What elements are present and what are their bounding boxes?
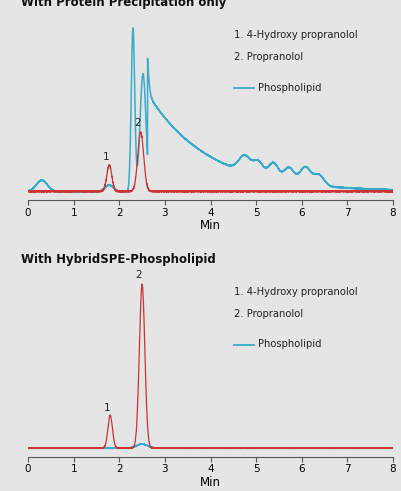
X-axis label: Min: Min — [200, 476, 221, 489]
Text: 2: 2 — [135, 270, 142, 280]
Text: 1: 1 — [104, 403, 110, 413]
Text: 1. 4-Hydroxy propranolol: 1. 4-Hydroxy propranolol — [234, 287, 358, 297]
Text: With HybridSPE-Phospholipid: With HybridSPE-Phospholipid — [21, 252, 215, 266]
Text: 1: 1 — [103, 152, 110, 162]
Text: 2. Propranolol: 2. Propranolol — [234, 308, 304, 319]
Text: 2. Propranolol: 2. Propranolol — [234, 52, 304, 62]
Text: Phospholipid: Phospholipid — [258, 339, 322, 349]
X-axis label: Min: Min — [200, 219, 221, 232]
Text: With Protein Precipitation only: With Protein Precipitation only — [21, 0, 226, 9]
Text: Phospholipid: Phospholipid — [258, 83, 322, 93]
Text: 2: 2 — [134, 118, 141, 128]
Text: 1. 4-Hydroxy propranolol: 1. 4-Hydroxy propranolol — [234, 30, 358, 40]
